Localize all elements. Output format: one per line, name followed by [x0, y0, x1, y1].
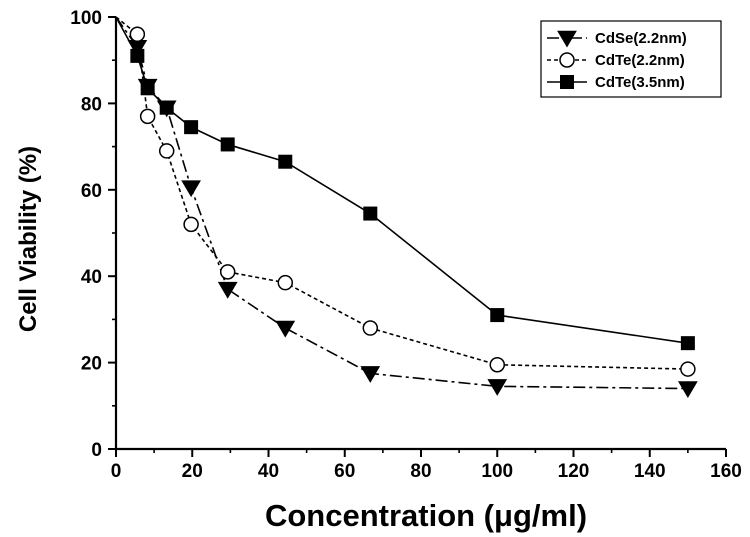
- data-point: [362, 320, 379, 336]
- x-tick-label: 0: [111, 461, 122, 482]
- data-point: [277, 274, 294, 291]
- y-axis-title: Cell Viability (%): [15, 146, 42, 332]
- data-point: [220, 137, 235, 152]
- y-tick-label: 100: [70, 8, 102, 29]
- series-layer: [115, 16, 698, 399]
- data-point: [184, 120, 199, 135]
- data-point: [490, 308, 505, 323]
- x-tick-label: 100: [481, 461, 513, 482]
- data-point: [130, 48, 145, 63]
- data-point: [183, 216, 199, 233]
- x-tick-label: 20: [182, 461, 203, 482]
- y-axis: 0 20 40 60 80 100: [70, 8, 116, 461]
- series-cdte-3-5nm--line-group: [115, 16, 688, 344]
- legend-marker: [559, 52, 575, 68]
- series-line: [115, 16, 688, 344]
- legend-marker: [560, 75, 574, 89]
- y-tick-label: 0: [91, 440, 102, 461]
- x-axis-title: Concentration (μg/ml): [265, 498, 587, 533]
- data-point: [489, 357, 505, 373]
- x-tick-label: 160: [710, 461, 742, 482]
- data-point: [680, 336, 695, 351]
- data-point: [219, 264, 236, 280]
- data-point: [678, 381, 698, 399]
- x-tick-label: 120: [558, 461, 590, 482]
- data-point: [139, 108, 156, 125]
- y-tick-label: 20: [81, 354, 102, 375]
- data-point: [360, 366, 381, 383]
- data-point: [278, 154, 293, 169]
- data-point: [217, 281, 238, 299]
- data-point: [140, 81, 155, 96]
- y-tick-label: 80: [81, 94, 102, 115]
- x-tick-label: 140: [634, 461, 666, 482]
- legend-label: CdTe(3.5nm): [595, 74, 685, 91]
- legend-label: CdSe(2.2nm): [595, 30, 687, 47]
- data-point: [680, 361, 696, 377]
- data-point: [363, 206, 378, 221]
- data-point: [129, 26, 146, 43]
- series-markers: [129, 26, 696, 377]
- data-point: [181, 180, 201, 198]
- legend-label: CdTe(2.2nm): [595, 52, 685, 69]
- series-markers: [130, 48, 695, 351]
- series-line: [115, 16, 688, 390]
- x-tick-label: 40: [258, 461, 279, 482]
- y-tick-label: 40: [81, 267, 102, 288]
- y-tick-label: 60: [81, 181, 102, 202]
- series-cdse-2-2nm--line-group: [115, 16, 688, 390]
- data-point: [158, 143, 175, 159]
- data-point: [275, 320, 296, 338]
- legend: CdSe(2.2nm) CdTe(2.2nm) CdTe(3.5nm): [540, 20, 722, 98]
- x-tick-label: 80: [410, 461, 431, 482]
- x-tick-label: 60: [334, 461, 355, 482]
- data-point: [487, 379, 508, 396]
- x-axis: 0 20 40 60 80 100 120 140 160: [111, 449, 742, 482]
- data-point: [159, 100, 174, 115]
- legend-marker: [557, 30, 577, 48]
